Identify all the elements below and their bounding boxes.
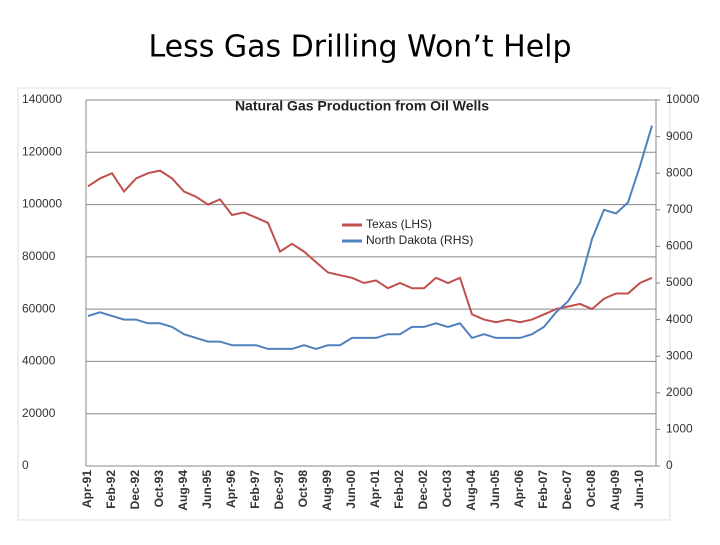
y-tick-label: 120000	[22, 144, 62, 158]
x-tick-label: Dec-97	[272, 470, 286, 510]
y2-tick-label: 1000	[666, 422, 693, 436]
x-tick-label: Apr-91	[80, 470, 94, 508]
y2-tick-label: 10000	[666, 92, 700, 106]
y2-tick-label: 5000	[666, 275, 693, 289]
y-tick-label: 60000	[22, 301, 56, 315]
x-tick-label: Apr-01	[368, 470, 382, 508]
x-tick-label: Oct-93	[152, 470, 166, 508]
y-tick-label: 140000	[22, 92, 62, 106]
y2-tick-label: 8000	[666, 165, 693, 179]
y-tick-label: 80000	[22, 249, 56, 263]
y-tick-label: 40000	[22, 354, 56, 368]
x-tick-label: Oct-98	[296, 470, 310, 508]
x-tick-label: Apr-06	[512, 470, 526, 508]
series-line	[87, 169, 653, 324]
y-tick-label: 20000	[22, 406, 56, 420]
x-tick-label: Oct-03	[440, 470, 454, 508]
x-tick-label: Feb-07	[536, 470, 550, 509]
x-tick-label: Jun-05	[488, 470, 502, 509]
chart-title: Natural Gas Production from Oil Wells	[235, 98, 489, 114]
legend-label: Texas (LHS)	[366, 217, 432, 231]
y2-tick-label: 7000	[666, 202, 693, 216]
chart-frame	[17, 87, 671, 521]
series-line	[87, 125, 653, 350]
x-tick-label: Feb-92	[104, 470, 118, 509]
x-tick-label: Feb-97	[248, 470, 262, 509]
x-tick-label: Aug-09	[608, 470, 622, 511]
y2-tick-label: 4000	[666, 312, 693, 326]
x-tick-label: Aug-94	[176, 470, 190, 511]
y-tick-label: 0	[22, 458, 29, 472]
x-tick-label: Dec-07	[560, 470, 574, 510]
y2-tick-label: 2000	[666, 385, 693, 399]
y2-tick-label: 0	[666, 458, 673, 472]
x-tick-label: Dec-92	[128, 470, 142, 510]
y2-tick-label: 3000	[666, 348, 693, 362]
x-tick-label: Feb-02	[392, 470, 406, 509]
y-tick-label: 100000	[22, 197, 62, 211]
x-tick-label: Jun-95	[200, 470, 214, 509]
x-tick-label: Dec-02	[416, 470, 430, 510]
x-tick-label: Aug-04	[464, 470, 478, 511]
x-tick-label: Aug-99	[320, 470, 334, 511]
x-tick-label: Oct-08	[584, 470, 598, 508]
y2-tick-label: 9000	[666, 129, 693, 143]
slide-title: Less Gas Drilling Won’t Help	[148, 30, 571, 65]
y2-tick-label: 6000	[666, 239, 693, 253]
x-tick-label: Jun-10	[632, 470, 646, 509]
x-tick-label: Jun-00	[344, 470, 358, 509]
legend-label: North Dakota (RHS)	[366, 233, 473, 247]
x-tick-label: Apr-96	[224, 470, 238, 508]
